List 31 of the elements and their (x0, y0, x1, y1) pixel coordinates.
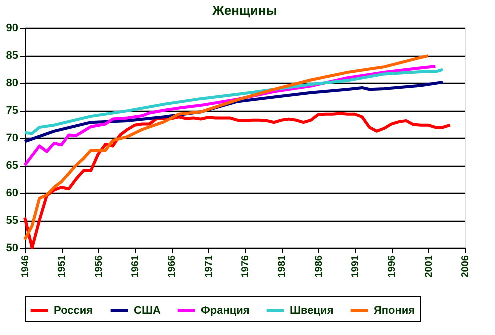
x-tick-label: 1966 (167, 255, 178, 278)
y-tick-label: 85 (6, 50, 18, 62)
x-tick-label: 1946 (20, 255, 32, 278)
y-tick-label: 80 (6, 78, 18, 90)
legend-label: Франция (201, 304, 250, 317)
x-tick-label: 1971 (204, 255, 215, 278)
x-tick-label: 1986 (314, 255, 325, 278)
line-series (24, 54, 430, 242)
legend-label: Япония (374, 304, 416, 317)
legend-label: Швеция (290, 304, 334, 317)
line-series (24, 68, 444, 136)
y-tick-label: 50 (6, 242, 18, 254)
y-tick-label: 70 (6, 132, 18, 144)
chart-title: Женщины (212, 3, 278, 18)
x-tick-label: 1996 (387, 255, 398, 278)
y-tick-label: 75 (6, 105, 18, 117)
x-tick-label: 1956 (94, 255, 105, 278)
line-series (24, 112, 452, 250)
x-tick-label: 2006 (460, 255, 472, 278)
legend-label: Россия (54, 304, 94, 317)
y-tick-label: 65 (6, 160, 18, 172)
x-tick-label: 1991 (350, 255, 362, 278)
x-tick-label: 1951 (57, 255, 68, 278)
x-tick-label: 1981 (277, 255, 288, 278)
x-tick-label: 1961 (130, 255, 142, 278)
y-tick-label: 60 (6, 188, 18, 200)
x-tick-label: 1976 (240, 255, 252, 278)
y-tick-label: 55 (6, 215, 18, 227)
x-tick-label: 2001 (424, 255, 435, 278)
legend-label: США (134, 304, 161, 317)
y-tick-label: 90 (6, 22, 18, 34)
